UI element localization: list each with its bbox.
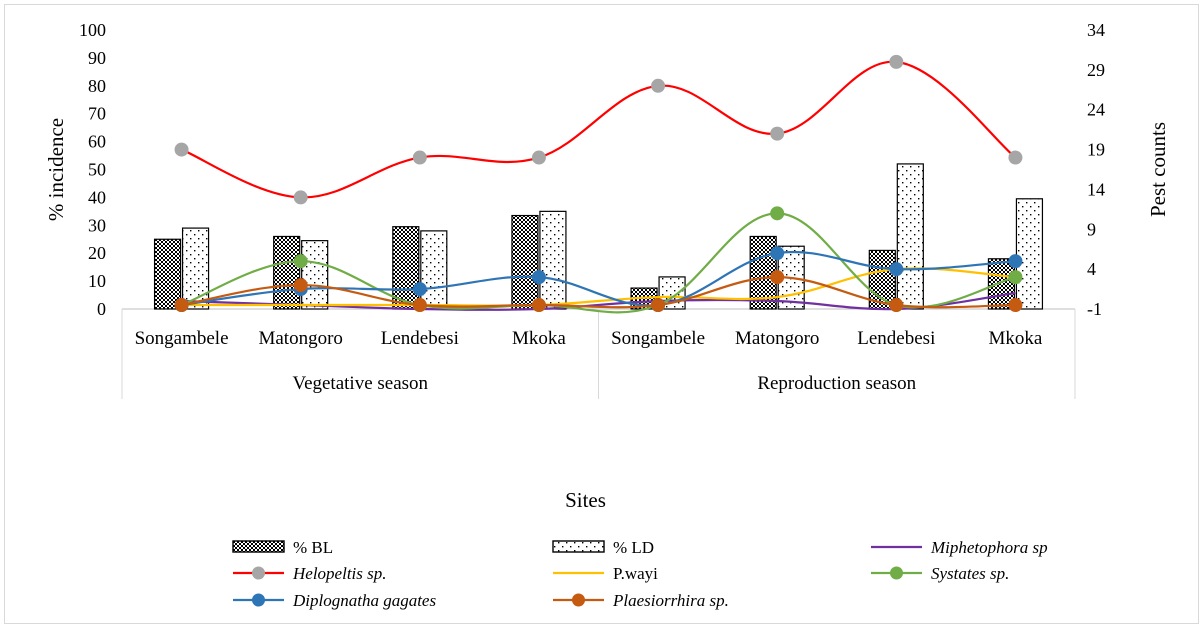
series-line <box>181 276 1016 309</box>
series-point <box>412 150 427 165</box>
bar <box>392 226 420 310</box>
x-tick-label: Mkoka <box>989 328 1043 349</box>
legend-swatch <box>232 540 285 553</box>
x-axis-title: Sites <box>565 488 606 512</box>
y-tick-label: 40 <box>88 187 106 207</box>
legend-label: P.wayi <box>613 564 658 583</box>
chart-frame: 0 10 20 30 40 50 60 70 80 90 100 -1 4 9 14 19 24 29 34 Song… <box>4 4 1199 624</box>
y-tick-label: 90 <box>88 48 106 68</box>
lines-layer <box>174 54 1023 314</box>
series-point <box>412 282 427 297</box>
bar <box>181 227 210 310</box>
series-line <box>181 250 1016 307</box>
legend-swatch <box>552 540 605 553</box>
series-point <box>651 298 666 313</box>
y-tick-label: 100 <box>79 20 106 40</box>
legend-label: % LD <box>613 538 654 557</box>
series-point <box>174 142 189 157</box>
y-tick-label: 0 <box>97 299 106 319</box>
y2-tick-label: 19 <box>1087 140 1105 160</box>
bars-layer <box>153 163 1044 310</box>
x-tick-label: Mkoka <box>512 328 566 349</box>
legend-label: Systates sp. <box>931 564 1009 583</box>
series-point <box>770 270 785 285</box>
series-point <box>770 126 785 141</box>
series-point <box>889 54 904 69</box>
group-label: Vegetative season <box>292 373 428 394</box>
y2-tick-label: -1 <box>1087 299 1102 319</box>
legend-label: % BL <box>293 538 333 557</box>
series-point <box>531 298 546 313</box>
series-point <box>174 298 189 313</box>
labels-layer: % incidence Pest counts Sites <box>44 118 1170 512</box>
bar <box>301 240 329 310</box>
y2-tick-label: 29 <box>1087 60 1105 80</box>
y2-axis-title: Pest counts <box>1146 122 1170 217</box>
legend-marker <box>252 566 265 580</box>
y2-tick-label: 34 <box>1087 20 1105 40</box>
x-tick-label: Lendebesi <box>381 328 459 349</box>
y-axis-title: % incidence <box>44 118 68 221</box>
legend-label: Miphetophora sp <box>930 538 1048 557</box>
axes-layer: 0 10 20 30 40 50 60 70 80 90 100 -1 4 9 14 19 24 29 34 Song… <box>79 20 1105 399</box>
series-line <box>181 267 1016 307</box>
series-point <box>1008 298 1023 313</box>
y-tick-label: 30 <box>88 215 106 235</box>
legend-label: Helopeltis sp. <box>292 564 387 583</box>
series-point <box>531 270 546 285</box>
bar <box>511 214 539 310</box>
series-point <box>770 206 785 221</box>
y-tick-label: 60 <box>88 132 106 152</box>
chart-svg: 0 10 20 30 40 50 60 70 80 90 100 -1 4 9 14 19 24 29 34 Song… <box>44 20 1170 610</box>
legend-label: Diplognatha gagates <box>292 591 436 610</box>
series-point <box>293 254 308 269</box>
bar <box>153 238 182 310</box>
y-tick-label: 10 <box>88 271 106 291</box>
series-point <box>293 278 308 293</box>
y-tick-label: 80 <box>88 76 106 96</box>
x-tick-label: Songambele <box>135 328 229 349</box>
legend-marker <box>252 593 265 607</box>
legend-marker <box>572 593 585 607</box>
y-tick-label: 20 <box>88 243 106 263</box>
series-point <box>1008 150 1023 165</box>
series-line <box>181 60 1017 199</box>
y2-tick-label: 9 <box>1087 219 1096 239</box>
series-point <box>412 298 427 313</box>
legend-label: Plaesiorrhira sp. <box>612 591 729 610</box>
x-tick-label: Lendebesi <box>857 328 935 349</box>
series-point <box>651 78 666 93</box>
series-point <box>770 246 785 261</box>
series-point <box>293 190 308 205</box>
y2-tick-label: 4 <box>1087 259 1096 279</box>
bar <box>539 210 567 310</box>
y-tick-label: 70 <box>88 104 106 124</box>
series-point <box>889 262 904 277</box>
legend-marker <box>890 566 903 580</box>
series-point <box>1008 254 1023 269</box>
x-tick-label: Matongoro <box>258 328 342 349</box>
group-label: Reproduction season <box>757 373 916 394</box>
legend: % BL % LD Miphetophora sp Helopeltis sp. P.w… <box>232 538 1048 610</box>
series-line <box>181 212 1016 314</box>
bar <box>896 163 924 310</box>
x-tick-label: Songambele <box>611 328 705 349</box>
series-point <box>1008 270 1023 285</box>
y2-tick-label: 24 <box>1087 100 1105 120</box>
series-point <box>531 150 546 165</box>
bar <box>420 230 448 310</box>
x-tick-label: Matongoro <box>735 328 819 349</box>
bar <box>1015 198 1044 310</box>
series-point <box>889 298 904 313</box>
y-tick-label: 50 <box>88 160 106 180</box>
y2-tick-label: 14 <box>1087 179 1105 199</box>
bar <box>273 235 301 310</box>
